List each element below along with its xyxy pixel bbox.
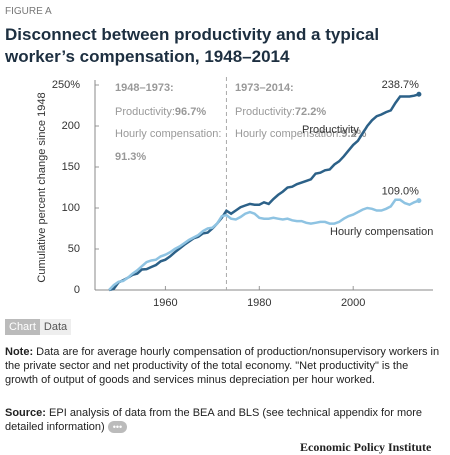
source-label: Source: (5, 407, 46, 419)
chart: Cumulative percent change since 1948 0 50 1… (36, 77, 433, 309)
source: Source: EPI analysis of data from the BE… (5, 406, 435, 434)
y-tick-label: 0 (74, 284, 80, 296)
y-tick-label: 200 (62, 120, 80, 132)
annotation: 1948–1973: (115, 82, 174, 94)
annotation: Hourly compensation: (115, 128, 221, 140)
end-label: 238.7% (382, 79, 420, 91)
note: Note: Data are for average hourly compen… (5, 345, 440, 387)
annotation: 96.7% (175, 106, 206, 118)
x-tick-label: 2000 (341, 297, 365, 309)
x-tick-label: 1960 (153, 297, 177, 309)
footer: Economic Policy Institute (300, 440, 432, 454)
annotation: 1973–2014: (235, 82, 294, 94)
note-text: Data are for average hourly compensation… (5, 346, 440, 386)
annotation: 91.3% (115, 151, 146, 163)
chart-title: Disconnect between productivity and a ty… (5, 25, 380, 66)
annotation: Productivity: (115, 106, 175, 118)
annotation: 72.2% (295, 106, 326, 118)
y-tick-label: 50 (68, 243, 80, 255)
figure-label: FIGURE A (5, 6, 52, 17)
note-label: Note: (5, 346, 34, 358)
series-label: Hourly compensation (330, 226, 433, 238)
data-tab[interactable]: Data (39, 319, 72, 335)
more-button[interactable]: ••• (107, 421, 128, 433)
tabs: Chart Data (5, 319, 72, 335)
end-dot (416, 91, 422, 97)
series-line (108, 198, 420, 291)
end-dot (416, 198, 422, 204)
end-label: 109.0% (382, 186, 420, 198)
x-tick-label: 1980 (247, 297, 271, 309)
series-line (108, 93, 420, 292)
source-text: EPI analysis of data from the BEA and BL… (5, 407, 423, 433)
y-tick-label: 100 (62, 202, 80, 214)
y-tick-label: 250% (52, 79, 80, 91)
annotation: Hourly compensation: (235, 128, 341, 140)
annotation: Productivity: (235, 106, 295, 118)
series-label: Productivity (302, 124, 359, 136)
chart-tab[interactable]: Chart (5, 319, 40, 335)
y-tick-label: 150 (62, 161, 80, 173)
y-axis-label: Cumulative percent change since 1948 (36, 92, 48, 282)
